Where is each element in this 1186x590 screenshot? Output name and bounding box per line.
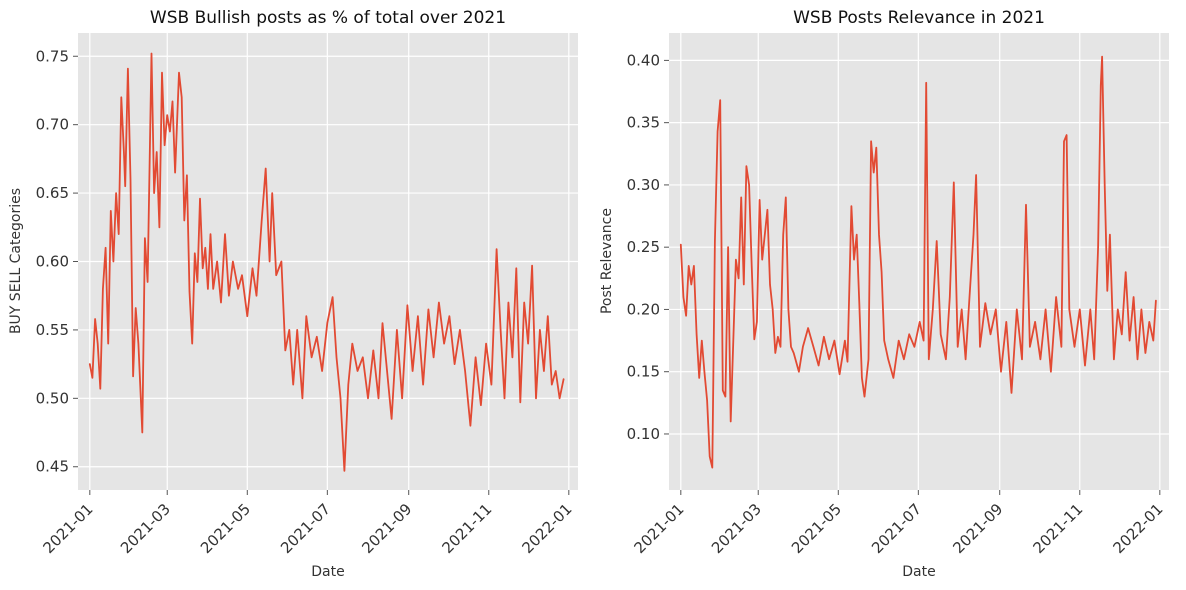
y-tick-label: 0.55 (36, 321, 69, 339)
chart-title: WSB Bullish posts as % of total over 202… (150, 8, 506, 28)
y-tick-label: 0.75 (36, 47, 69, 65)
chart-title: WSB Posts Relevance in 2021 (793, 8, 1045, 28)
x-tick-label: 2021-05 (788, 500, 845, 557)
x-tick-label: 2021-11 (1029, 500, 1086, 557)
y-tick-label: 0.35 (627, 114, 660, 132)
series-line (679, 55, 1157, 469)
y-tick-label: 0.65 (36, 184, 69, 202)
bullish-posts-panel: 2021-01 2021-03 2021-05 2021-07 2021-09 2021-… (8, 8, 578, 580)
y-axis-label: Post Relevance (599, 208, 615, 314)
x-tick-label: 2021-05 (197, 500, 254, 557)
series-line (88, 52, 565, 472)
grid (78, 33, 578, 490)
y-tick-label: 0.15 (627, 363, 660, 381)
y-tick-label: 0.20 (627, 300, 660, 318)
x-tick-label: 2021-01 (631, 500, 688, 557)
x-tick-label: 2021-09 (358, 500, 415, 557)
x-tick-label: 2022-01 (1110, 500, 1167, 557)
relevance-panel: 2021-01 2021-03 2021-05 2021-07 2021-09 2021-… (599, 8, 1169, 580)
x-axis-label: Date (902, 564, 935, 580)
y-tick-label: 0.30 (627, 176, 660, 194)
y-tick-label: 0.70 (36, 116, 69, 134)
y-tick-label: 0.40 (627, 51, 660, 69)
x-tick-label: 2021-03 (117, 500, 174, 557)
y-tick-label: 0.25 (627, 238, 660, 256)
y-tick-label: 0.50 (36, 389, 69, 407)
series-layer (88, 52, 565, 472)
x-tick-label: 2022-01 (519, 500, 576, 557)
x-tick-label: 2021-01 (40, 500, 97, 557)
x-tick-label: 2021-03 (708, 500, 765, 557)
x-tick-label: 2021-07 (868, 500, 925, 557)
y-tick-label: 0.45 (36, 458, 69, 476)
y-tick-label: 0.10 (627, 425, 660, 443)
x-axis-label: Date (311, 564, 344, 580)
x-tick-label: 2021-07 (277, 500, 334, 557)
x-tick-label: 2021-09 (949, 500, 1006, 557)
y-axis-label: BUY SELL Categories (8, 188, 24, 334)
series-layer (679, 55, 1157, 469)
y-tick-label: 0.60 (36, 253, 69, 271)
x-tick-label: 2021-11 (438, 500, 495, 557)
